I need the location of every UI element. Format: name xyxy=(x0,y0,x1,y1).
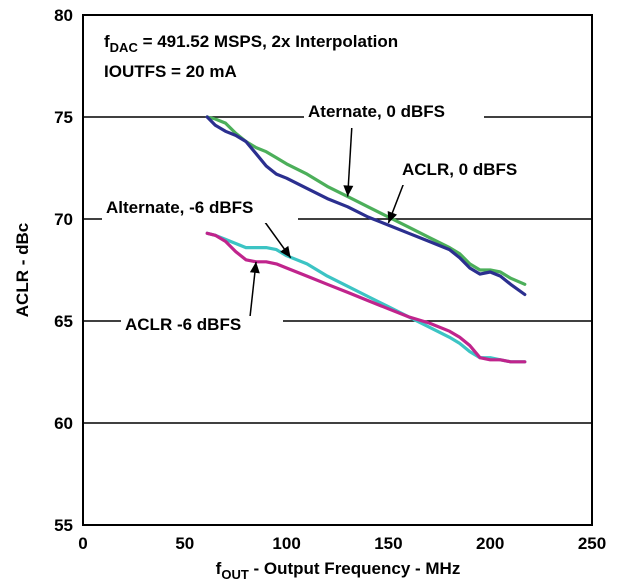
annotation-background-3 xyxy=(121,316,283,340)
plot-border xyxy=(82,14,593,526)
y-tick-label-60: 60 xyxy=(54,414,73,433)
series-line-2 xyxy=(205,231,527,364)
annotation-background-0 xyxy=(304,104,484,128)
annotation-background-2 xyxy=(102,199,298,223)
y-tick-label-80: 80 xyxy=(54,6,73,25)
x-tick-label-50: 50 xyxy=(175,534,194,553)
annotation-arrowhead-1 xyxy=(387,211,398,224)
y-tick-label-70: 70 xyxy=(54,210,73,229)
annotation-arrowhead-0 xyxy=(343,185,354,197)
plot-frame xyxy=(82,14,593,526)
x-axis-title: fOUT - Output Frequency - MHz xyxy=(216,559,461,582)
series-group xyxy=(205,115,527,364)
y-tick-label-75: 75 xyxy=(54,108,73,127)
tick-labels: 55 60 65 70 75 80 0 50 100 150 200 250 xyxy=(54,6,606,553)
x-tick-label-150: 150 xyxy=(374,534,402,553)
annotation-arrowhead-2 xyxy=(280,245,291,258)
annotation-label-2: Alternate, -6 dBFS xyxy=(106,198,253,217)
x-tick-label-0: 0 xyxy=(78,534,87,553)
y-tick-label-65: 65 xyxy=(54,312,73,331)
series-line-3 xyxy=(205,231,527,364)
annotation-background-1 xyxy=(398,161,548,185)
x-tick-label-100: 100 xyxy=(272,534,300,553)
annotations: Aternate, 0 dBFS ACLR, 0 dBFS Alternate, -… xyxy=(102,102,548,340)
y-tick-label-55: 55 xyxy=(54,516,73,535)
conditions-line-1: fDAC = 491.52 MSPS, 2x Interpolation xyxy=(104,32,398,55)
conditions-line-2: IOUTFS = 20 mA xyxy=(104,62,237,81)
x-tick-label-200: 200 xyxy=(476,534,504,553)
annotation-label-1: ACLR, 0 dBFS xyxy=(402,160,517,179)
x-tick-label-250: 250 xyxy=(578,534,606,553)
series-line-1 xyxy=(205,115,527,297)
annotation-label-0: Aternate, 0 dBFS xyxy=(308,102,445,121)
annotation-arrowhead-3 xyxy=(249,261,260,274)
annotation-leader-0 xyxy=(346,123,353,197)
y-axis-title: ACLR - dBc xyxy=(13,223,32,317)
annotation-label-3: ACLR -6 dBFS xyxy=(125,315,241,334)
